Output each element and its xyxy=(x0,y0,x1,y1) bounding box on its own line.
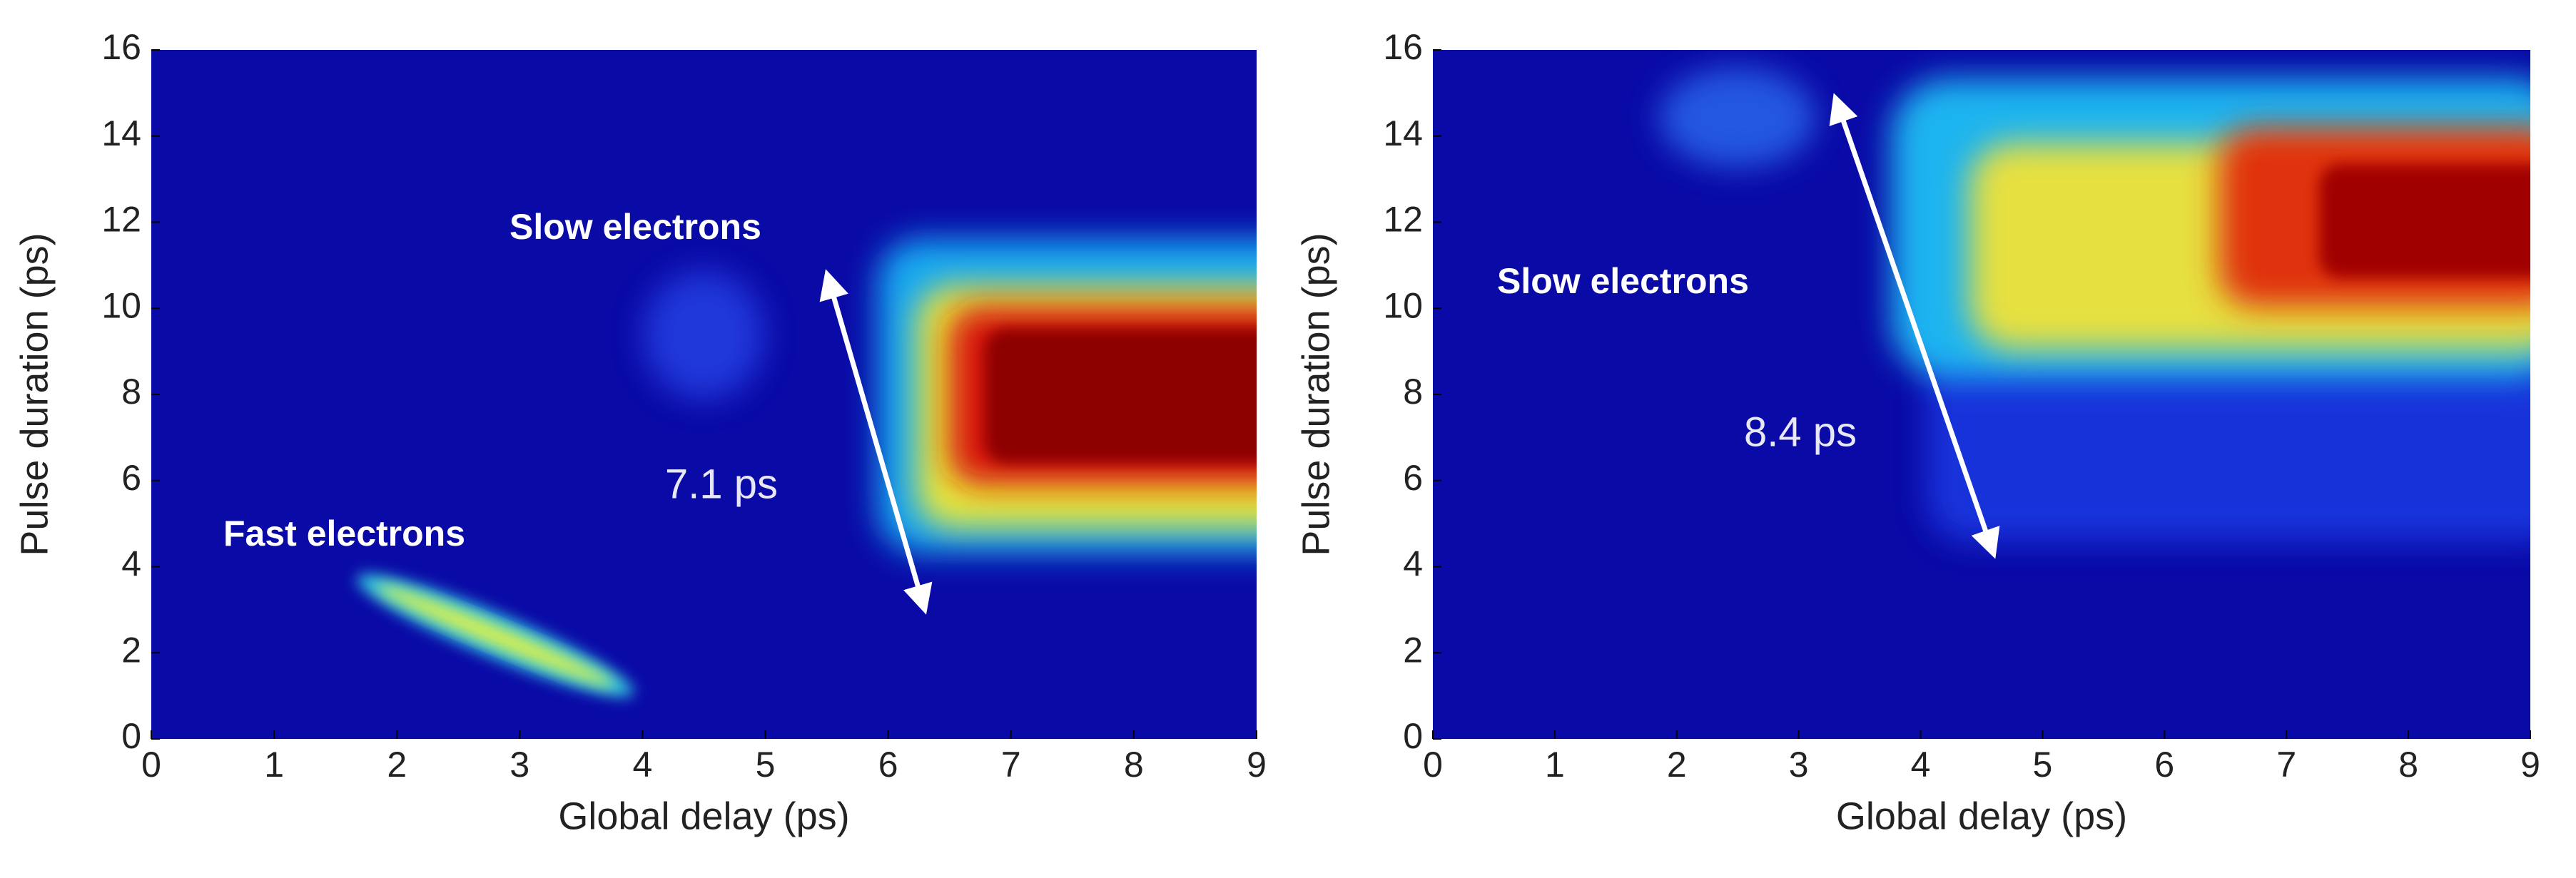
x-tick-label: 2 xyxy=(1667,745,1687,785)
annotation: Slow electrons xyxy=(509,207,761,247)
y-tick-label: 6 xyxy=(121,458,141,498)
heatmap-left xyxy=(151,50,1257,739)
y-tick-label: 4 xyxy=(1403,544,1423,584)
x-tick-label: 0 xyxy=(141,745,161,785)
x-tick-label: 5 xyxy=(2033,745,2053,785)
y-tick-label: 16 xyxy=(1383,27,1423,67)
x-tick-label: 1 xyxy=(264,745,284,785)
x-tick-label: 6 xyxy=(2154,745,2174,785)
annotation: 7.1 ps xyxy=(665,461,778,507)
y-tick-label: 14 xyxy=(1383,113,1423,153)
x-tick-label: 4 xyxy=(1911,745,1931,785)
x-tick-label: 5 xyxy=(756,745,776,785)
y-tick-label: 2 xyxy=(121,630,141,670)
x-tick-label: 8 xyxy=(2398,745,2418,785)
y-tick-label: 0 xyxy=(121,716,141,756)
arrow xyxy=(1829,93,2000,559)
x-tick-label: 2 xyxy=(387,745,407,785)
x-tick-label: 7 xyxy=(1001,745,1021,785)
y-tick-label: 6 xyxy=(1403,458,1423,498)
y-tick-label: 8 xyxy=(121,372,141,412)
y-tick-label: 12 xyxy=(1383,200,1423,240)
x-tick-label: 3 xyxy=(509,745,529,785)
y-tick-label: 12 xyxy=(101,200,141,240)
annotation: Slow electrons xyxy=(1497,261,1749,301)
arrow xyxy=(819,269,933,615)
x-tick-label: 1 xyxy=(1545,745,1565,785)
annotation: 8.4 ps xyxy=(1744,409,1857,455)
x-tick-label: 0 xyxy=(1423,745,1443,785)
heatmap-right xyxy=(1433,50,2530,739)
y-tick-label: 16 xyxy=(101,27,141,67)
y-tick-label: 4 xyxy=(121,544,141,584)
x-tick-label: 9 xyxy=(2520,745,2540,785)
x-tick-label: 8 xyxy=(1124,745,1144,785)
x-tick-label: 7 xyxy=(2276,745,2296,785)
y-axis-label: Pulse duration (ps) xyxy=(1294,233,1337,556)
y-tick-label: 10 xyxy=(1383,285,1423,325)
y-tick-label: 8 xyxy=(1403,372,1423,412)
x-tick-label: 3 xyxy=(1789,745,1809,785)
y-tick-label: 2 xyxy=(1403,630,1423,670)
x-tick-label: 6 xyxy=(878,745,898,785)
x-tick-label: 9 xyxy=(1247,745,1267,785)
x-axis-label: Global delay (ps) xyxy=(558,795,849,837)
y-tick-label: 10 xyxy=(101,285,141,325)
annotation: Fast electrons xyxy=(223,514,465,553)
x-tick-label: 4 xyxy=(633,745,653,785)
y-tick-label: 14 xyxy=(101,113,141,153)
y-axis-label: Pulse duration (ps) xyxy=(13,233,56,556)
x-axis-label: Global delay (ps) xyxy=(1836,795,2127,837)
y-tick-label: 0 xyxy=(1403,716,1423,756)
